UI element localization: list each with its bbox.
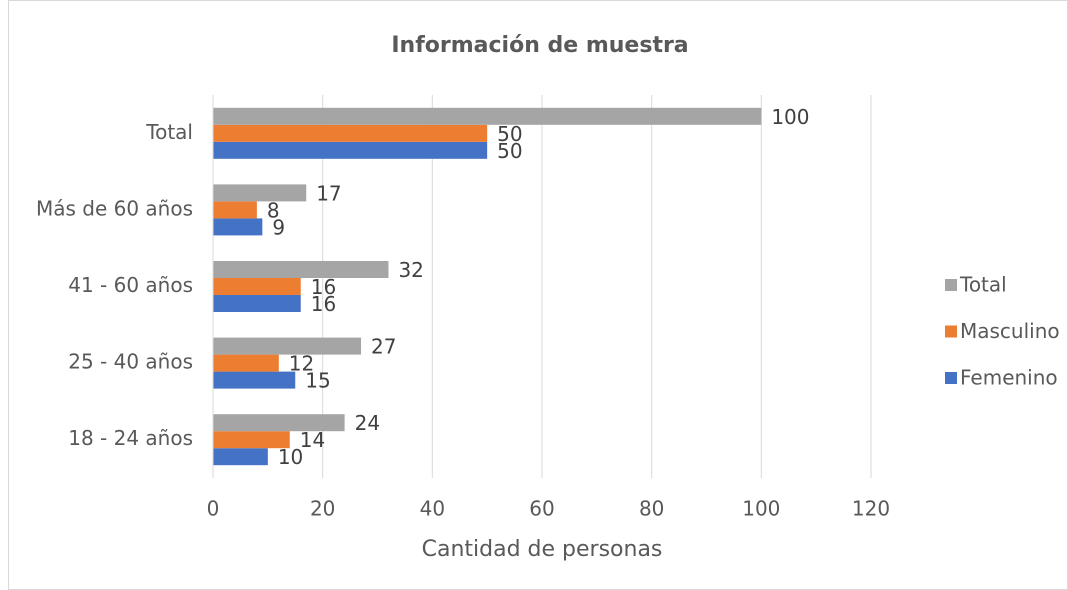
x-tick-label: 100 (742, 497, 780, 521)
bar (213, 414, 345, 432)
data-label: 16 (311, 292, 336, 316)
bar (213, 371, 296, 389)
legend-swatch (945, 325, 957, 338)
bar (213, 261, 389, 278)
data-label: 50 (497, 139, 522, 163)
y-tick-label: Más de 60 años (36, 196, 193, 220)
x-axis-title: Cantidad de personas (422, 537, 663, 562)
y-tick-label: 18 - 24 años (68, 426, 193, 450)
legend-label: Total (959, 273, 1007, 297)
x-tick-label: 0 (207, 497, 220, 521)
bar (213, 448, 268, 466)
bar (213, 124, 488, 142)
data-label: 16 (311, 275, 336, 299)
data-label: 50 (497, 122, 522, 146)
bar (213, 295, 301, 312)
x-tick-label: 60 (529, 497, 554, 521)
legend-label: Femenino (960, 366, 1058, 390)
bar (213, 337, 362, 355)
data-label: 17 (316, 181, 341, 205)
data-label: 8 (267, 198, 280, 222)
data-label: 14 (300, 428, 325, 452)
bar (213, 201, 257, 219)
data-label: 100 (771, 105, 809, 129)
legend-swatch (945, 279, 957, 291)
data-label: 10 (278, 445, 303, 469)
x-tick-label: 20 (310, 497, 335, 521)
x-tick-label: 80 (639, 497, 664, 521)
y-tick-label: 41 - 60 años (68, 273, 193, 297)
data-label: 15 (305, 369, 330, 393)
chart-frame (8, 0, 1068, 590)
bar (213, 354, 279, 372)
y-tick-label: Total (145, 120, 193, 144)
legend-label: Masculino (960, 319, 1060, 343)
x-tick-label: 40 (420, 497, 445, 521)
bar (213, 218, 263, 236)
bar (213, 141, 488, 159)
data-label: 27 (371, 335, 396, 359)
legend-swatch (945, 372, 957, 384)
data-label: 32 (398, 258, 423, 282)
data-label: 9 (272, 215, 285, 239)
chart-title: Información de muestra (391, 33, 688, 58)
bar (213, 278, 301, 295)
data-label: 24 (355, 411, 380, 435)
x-tick-label: 120 (852, 497, 890, 521)
bar (213, 431, 290, 449)
data-label: 12 (289, 352, 314, 376)
bar (213, 107, 762, 125)
y-tick-label: 25 - 40 años (68, 350, 193, 374)
bar (213, 184, 307, 202)
